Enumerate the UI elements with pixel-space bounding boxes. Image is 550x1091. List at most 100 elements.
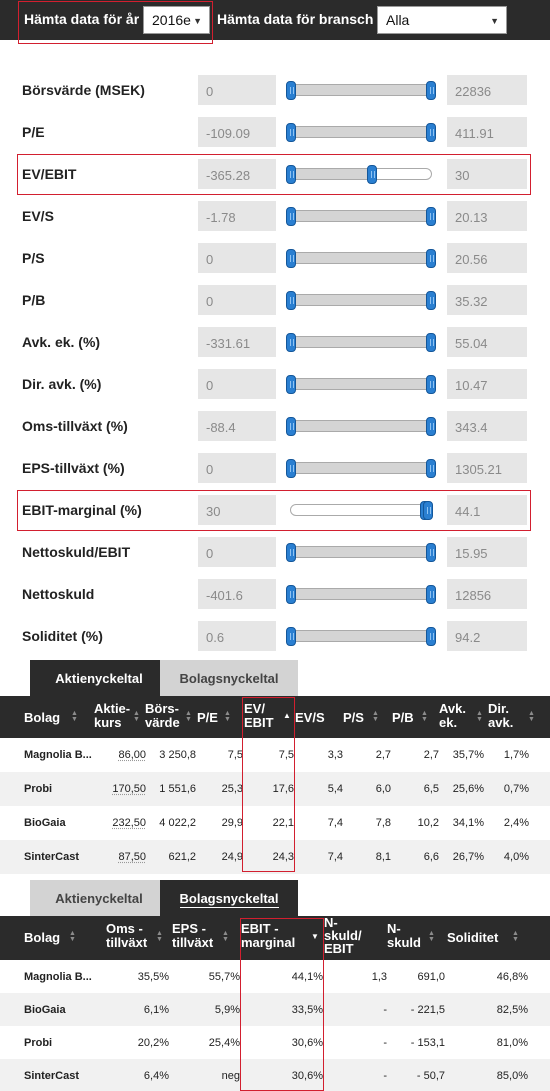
sort-icon[interactable]: ▲ ▼ — [372, 710, 379, 723]
slider-handle-max[interactable] — [426, 417, 436, 436]
filter-max-input[interactable]: 343.4 — [447, 411, 527, 441]
range-slider-track[interactable] — [286, 543, 436, 562]
range-slider-track[interactable] — [286, 333, 436, 352]
cell-bolag[interactable]: Probi — [24, 783, 53, 795]
slider-handle-min[interactable] — [286, 417, 296, 436]
slider-handle-min[interactable] — [286, 81, 296, 100]
filter-min-input[interactable]: -1.78 — [198, 201, 276, 231]
sort-icon[interactable]: ▲ ▼ — [428, 930, 435, 943]
slider-handle-max[interactable] — [426, 81, 436, 100]
th-avk-ek[interactable]: Avk. ek. — [439, 701, 466, 730]
sort-icon[interactable]: ▲ ▼ — [156, 930, 163, 943]
range-slider-track[interactable] — [286, 81, 436, 100]
sort-icon[interactable]: ▲ ▼ — [476, 710, 483, 723]
filter-max-input[interactable]: 20.13 — [447, 201, 527, 231]
th-pb[interactable]: P/B — [392, 710, 414, 725]
slider-handle-min[interactable] — [286, 585, 296, 604]
table-row[interactable]: BioGaia 232,50 4 022,2 29,9 22,1 7,4 7,8 10,2 34… — [0, 806, 550, 840]
year-select[interactable]: 2016e ▼ — [143, 6, 210, 34]
cell-aktiekurs[interactable]: 170,50 — [112, 783, 146, 795]
filter-max-input[interactable]: 94.2 — [447, 621, 527, 651]
sort-icon[interactable]: ▲ ▼ — [133, 710, 140, 723]
slider-handle-max[interactable] — [423, 501, 434, 520]
slider-handle-max[interactable] — [426, 207, 436, 226]
th-ev-ebit[interactable]: EV/ EBIT — [244, 701, 274, 730]
th-ev-s[interactable]: EV/S — [295, 710, 325, 725]
sort-icon[interactable]: ▲ ▼ — [69, 930, 76, 943]
range-slider-track[interactable] — [286, 207, 436, 226]
slider-handle-max[interactable] — [426, 543, 436, 562]
filter-min-input[interactable]: -109.09 — [198, 117, 276, 147]
th-eps-tillvaxt[interactable]: EPS - tillväxt — [172, 921, 214, 950]
slider-handle-min[interactable] — [286, 375, 296, 394]
cell-bolag[interactable]: BioGaia — [24, 817, 66, 829]
range-slider-track[interactable] — [286, 627, 436, 646]
th-bolag[interactable]: Bolag — [24, 710, 61, 725]
filter-min-input[interactable]: -401.6 — [198, 579, 276, 609]
filter-max-input[interactable]: 12856 — [447, 579, 527, 609]
th-bolag[interactable]: Bolag — [24, 930, 61, 945]
table-row[interactable]: Probi 170,50 1 551,6 25,3 17,6 5,4 6,0 6,5 25,6%… — [0, 772, 550, 806]
filter-max-input[interactable]: 55.04 — [447, 327, 527, 357]
slider-handle-max[interactable] — [426, 291, 436, 310]
filter-min-input[interactable]: 0 — [198, 75, 276, 105]
sort-icon[interactable]: ▲ ▼ — [421, 710, 428, 723]
th-ps[interactable]: P/S — [343, 710, 364, 725]
slider-handle-max[interactable] — [426, 333, 436, 352]
filter-max-input[interactable]: 1305.21 — [447, 453, 527, 483]
th-nskuld-ebit[interactable]: N- skuld/ EBIT — [324, 915, 362, 956]
sort-icon[interactable]: ▲ ▼ — [224, 710, 231, 723]
range-slider-track[interactable] — [286, 417, 436, 436]
range-slider-track[interactable] — [286, 249, 436, 268]
slider-handle-min[interactable] — [286, 627, 296, 646]
sort-desc-icon[interactable]: ▼ — [311, 932, 319, 941]
tab-bolagsnyckeltal[interactable]: Bolagsnyckeltal — [160, 880, 298, 916]
th-nskuld[interactable]: N- skuld — [387, 921, 421, 950]
cell-aktiekurs[interactable]: 86,00 — [118, 749, 146, 761]
th-pe[interactable]: P/E — [197, 710, 218, 725]
sort-icon[interactable]: ▲ ▼ — [185, 710, 192, 723]
cell-bolag[interactable]: SinterCast — [24, 851, 80, 863]
tab-aktienyckeltal[interactable]: Aktienyckeltal — [30, 660, 168, 696]
sort-icon[interactable]: ▲ ▼ — [512, 930, 519, 943]
table-row[interactable]: Magnolia B... 35,5% 55,7% 44,1% 1,3 691,0 46,8… — [0, 960, 550, 993]
slider-handle-max[interactable] — [426, 627, 436, 646]
slider-handle-max[interactable] — [367, 165, 378, 184]
cell-aktiekurs[interactable]: 87,50 — [118, 851, 146, 863]
th-aktiekurs[interactable]: Aktie- kurs — [94, 701, 131, 730]
filter-min-input[interactable]: -331.61 — [198, 327, 276, 357]
filter-min-input[interactable]: 30 — [198, 495, 276, 525]
table-row[interactable]: SinterCast 6,4% neg 30,6% - - 50,7 85,0% — [0, 1059, 550, 1091]
sort-icon[interactable]: ▲ ▼ — [528, 710, 535, 723]
filter-min-input[interactable]: 0 — [198, 369, 276, 399]
tab-aktienyckeltal[interactable]: Aktienyckeltal — [30, 880, 168, 916]
range-slider-track[interactable] — [286, 459, 436, 478]
slider-handle-min[interactable] — [286, 459, 296, 478]
slider-handle-max[interactable] — [426, 459, 436, 478]
cell-bolag[interactable]: BioGaia — [24, 1004, 66, 1016]
range-slider-track[interactable] — [286, 585, 436, 604]
slider-handle-min[interactable] — [286, 165, 296, 184]
filter-max-input[interactable]: 10.47 — [447, 369, 527, 399]
slider-handle-min[interactable] — [286, 249, 296, 268]
slider-handle-min[interactable] — [286, 123, 296, 142]
th-soliditet[interactable]: Soliditet — [447, 930, 499, 945]
slider-handle-max[interactable] — [426, 585, 436, 604]
range-slider-track[interactable] — [286, 123, 436, 142]
filter-max-input[interactable]: 20.56 — [447, 243, 527, 273]
th-ebit-marginal[interactable]: EBIT - marginal — [241, 921, 296, 950]
cell-bolag[interactable]: Magnolia B... — [24, 749, 92, 761]
filter-max-input[interactable]: 411.91 — [447, 117, 527, 147]
slider-handle-max[interactable] — [426, 123, 436, 142]
range-slider-track[interactable] — [290, 501, 434, 520]
filter-min-input[interactable]: 0 — [198, 243, 276, 273]
table-row[interactable]: SinterCast 87,50 621,2 24,9 24,3 7,4 8,1 6,6 26,… — [0, 840, 550, 874]
filter-min-input[interactable]: -365.28 — [198, 159, 276, 189]
slider-handle-min[interactable] — [286, 543, 296, 562]
cell-bolag[interactable]: Magnolia B... — [24, 971, 92, 983]
filter-max-input[interactable]: 30 — [447, 159, 527, 189]
table-row[interactable]: Magnolia B... 86,00 3 250,8 7,5 7,5 3,3 2,7 2,7… — [0, 738, 550, 772]
slider-handle-max[interactable] — [426, 249, 436, 268]
industry-select[interactable]: Alla ▼ — [377, 6, 507, 34]
filter-min-input[interactable]: 0 — [198, 537, 276, 567]
